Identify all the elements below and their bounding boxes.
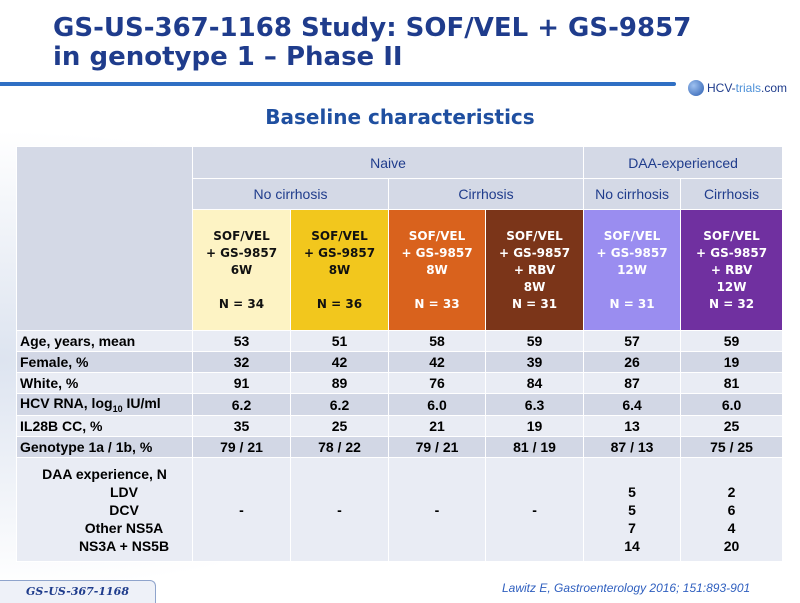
table-cell: 6.2 — [192, 393, 291, 416]
table-cell: 78 / 22 — [290, 436, 389, 458]
table-cell: - — [484, 457, 585, 562]
table-row: IL28B CC, % 35 25 21 19 13 25 — [16, 415, 784, 437]
title-underline — [0, 82, 676, 86]
row-label: Genotype 1a / 1b, % — [16, 436, 193, 458]
table-cell: 6.0 — [680, 393, 784, 416]
table-cell: 79 / 21 — [388, 436, 486, 458]
table-cell: 81 / 19 — [484, 436, 585, 458]
table-cell: 89 — [290, 372, 389, 394]
table-cell: 51 — [290, 330, 389, 352]
table-cell: 13 — [583, 415, 682, 437]
hcv-trials-logo: HCV-trials.com — [688, 76, 796, 100]
table-row: DAA experience, N LDV DCV Other NS5A NS3… — [16, 457, 784, 562]
table-row: Genotype 1a / 1b, % 79 / 21 78 / 22 79 /… — [16, 436, 784, 458]
table-cell: 19 — [484, 415, 585, 437]
table-cell: 21 — [388, 415, 486, 437]
section-subtitle: Baseline characteristics — [265, 105, 535, 129]
row-label: IL28B CC, % — [16, 415, 193, 437]
table-cell: 75 / 25 — [680, 436, 784, 458]
table-cell: 6.4 — [583, 393, 682, 416]
table-cell: 58 — [388, 330, 486, 352]
table-cell: 59 — [680, 330, 784, 352]
table-cell: 35 — [192, 415, 291, 437]
arm-header: SOF/VEL + GS-9857 12W N = 31 — [583, 209, 682, 331]
logo-text: HCV-trials.com — [707, 81, 788, 95]
group-header-naive: Naive — [191, 146, 585, 179]
arm-header: SOF/VEL + GS-9857 + RBV 8W N = 31 — [484, 209, 585, 331]
row-label: Age, years, mean — [16, 330, 193, 352]
table-cell: 84 — [484, 372, 585, 394]
table-cell: 87 — [583, 372, 682, 394]
subgroup-header: Cirrhosis — [387, 178, 585, 210]
arm-header: SOF/VEL + GS-9857 + RBV 12W N = 32 — [680, 209, 784, 331]
table-cell: 25 — [290, 415, 389, 437]
table-cell: 59 — [484, 330, 585, 352]
row-label: HCV RNA, log10 IU/ml — [16, 393, 193, 416]
header-corner — [16, 146, 193, 331]
table-cell: 2 6 4 20 — [680, 457, 784, 562]
arm-header: SOF/VEL + GS-9857 8W N = 36 — [290, 209, 389, 331]
table-cell: 79 / 21 — [192, 436, 291, 458]
table-cell: - — [290, 457, 389, 562]
table-cell: 57 — [583, 330, 682, 352]
table-cell: 76 — [388, 372, 486, 394]
table-cell: 42 — [388, 351, 486, 373]
arm-header: SOF/VEL + GS-9857 6W N = 34 — [192, 209, 291, 331]
table-row: Age, years, mean 53 51 58 59 57 59 — [16, 330, 784, 352]
subgroup-header: Cirrhosis — [680, 178, 784, 210]
table-row: Female, % 32 42 42 39 26 19 — [16, 351, 784, 373]
table-cell: 6.2 — [290, 393, 389, 416]
daa-experience-label: DAA experience, N LDV DCV Other NS5A NS3… — [16, 457, 193, 562]
table-cell: 87 / 13 — [583, 436, 682, 458]
table-cell: - — [388, 457, 486, 562]
citation: Lawitz E, Gastroenterology 2016; 151:893… — [502, 581, 751, 595]
title-line-1: GS-US-367-1168 Study: SOF/VEL + GS-9857 — [53, 13, 692, 43]
table-cell: 32 — [192, 351, 291, 373]
table-cell: 25 — [680, 415, 784, 437]
subgroup-header: No cirrhosis — [583, 178, 682, 210]
table-cell: 53 — [192, 330, 291, 352]
table-cell: 39 — [484, 351, 585, 373]
subgroup-header: No cirrhosis — [192, 178, 389, 210]
table-cell: 6.0 — [388, 393, 486, 416]
table-cell: 6.3 — [484, 393, 585, 416]
table-cell: 91 — [192, 372, 291, 394]
study-id-tag: GS-US-367-1168 — [0, 580, 156, 603]
slide-title: GS-US-367-1168 Study: SOF/VEL + GS-9857 … — [53, 14, 753, 72]
table-cell: 26 — [583, 351, 682, 373]
table-row: HCV RNA, log10 IU/ml 6.2 6.2 6.0 6.3 6.4… — [16, 393, 784, 416]
globe-icon — [688, 80, 704, 96]
row-label: White, % — [16, 372, 193, 394]
title-line-2: in genotype 1 – Phase II — [53, 42, 403, 72]
arm-header: SOF/VEL + GS-9857 8W N = 33 — [388, 209, 486, 331]
table-cell: 81 — [680, 372, 784, 394]
table-cell: 42 — [290, 351, 389, 373]
baseline-table: Naive DAA-experienced No cirrhosis Cirrh… — [16, 146, 784, 562]
group-header-daa-experienced: DAA-experienced — [583, 146, 784, 179]
row-label: Female, % — [16, 351, 193, 373]
table-cell: - — [192, 457, 291, 562]
table-cell: 5 5 7 14 — [583, 457, 682, 562]
table-cell: 19 — [680, 351, 784, 373]
table-row: White, % 91 89 76 84 87 81 — [16, 372, 784, 394]
